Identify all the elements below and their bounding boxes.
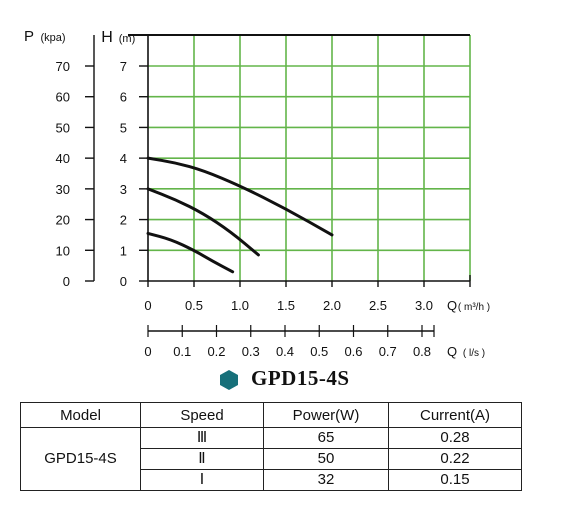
current-cell: 0.15 [388,469,522,491]
p-tick-label: 60 [56,90,70,105]
speed-curve [146,187,260,257]
chart-axes [85,34,471,337]
p-tick-label: 30 [56,182,70,197]
ls-tick-label: 0.8 [413,344,431,359]
current-cell: 0.28 [388,427,522,449]
h-tick-label: 3 [120,182,127,197]
h-axis-unit: (m) [119,33,136,45]
table-row: Ⅱ 50 0.22 [21,448,522,470]
p-tick-label: 50 [56,120,70,135]
hexagon-icon [220,370,238,390]
p-tick-label: 20 [56,213,70,228]
q-tick-label: 0.5 [185,298,203,313]
h-tick-label: 7 [120,59,127,74]
ls-axis-label: Q [447,344,457,359]
table-row: Ⅰ 32 0.15 [21,469,522,491]
q-tick-label: 2.5 [369,298,387,313]
model-title: GPD15-4S [251,366,350,390]
speed-cell: Ⅰ [140,469,264,491]
ls-tick-label: 0.2 [207,344,225,359]
ls-tick-label: 0.1 [173,344,191,359]
ls-tick-label: 0 [144,344,151,359]
ls-tick-label: 0.3 [242,344,260,359]
spec-table: Model Speed Power(W) Current(A) GPD15-4S… [20,402,522,491]
ls-tick-label: 0.5 [310,344,328,359]
header-speed: Speed [140,402,264,428]
header-current: Current(A) [388,402,522,428]
q-tick-label: 1.0 [231,298,249,313]
ls-tick-label: 0.7 [379,344,397,359]
q-tick-label: 0 [144,298,151,313]
h-tick-label: 2 [120,213,127,228]
speed-curve [146,231,235,274]
model-heading: GPD15-4S [0,362,568,394]
model-cell: GPD15-4S [20,427,141,491]
p-tick-label: 70 [56,59,70,74]
speed-cell: Ⅲ [140,427,264,449]
power-cell: 32 [263,469,389,491]
header-power: Power(W) [263,402,389,428]
chart-labels: 0 10 20 30 40 50 60 70 P (kpa) 0 1 2 3 4 5 6 7H (m) 0 0.5 1.0… [24,28,490,359]
pump-curve-chart: 0 10 20 30 40 50 60 70 P (kpa) 0 1 2 3 4 5 6 7H (m) 0 0.5 1.0… [24,28,490,359]
q-tick-label: 2.0 [323,298,341,313]
p-axis-unit: (kpa) [40,32,65,44]
speed-curve [146,156,334,237]
q-axis-label: Q [447,298,457,313]
table-header-row: Model Speed Power(W) Current(A) [20,402,522,428]
chart-grid [148,34,471,281]
power-cell: 65 [263,427,389,449]
power-cell: 50 [263,448,389,470]
h-tick-label: 0 [120,274,127,289]
h-tick-label: 6 [120,90,127,105]
ls-axis-unit: ( l/s ) [463,348,485,359]
current-cell: 0.22 [388,448,522,470]
q-axis-unit: ( m³/h ) [458,302,490,313]
p-tick-label: 40 [56,151,70,166]
q-tick-label: 1.5 [277,298,295,313]
h-axis-label: H [101,29,113,46]
table-row: GPD15-4S Ⅲ 65 0.28 [20,427,522,491]
p-tick-label: 10 [56,243,70,258]
ls-tick-label: 0.4 [276,344,294,359]
h-tick-label: 5 [120,120,127,135]
h-tick-label: 4 [120,151,127,166]
h-tick-label: 1 [120,243,127,258]
header-model: Model [20,402,141,428]
q-tick-label: 3.0 [415,298,433,313]
p-axis-label: P [24,28,34,45]
chart-curves [146,156,334,274]
ls-tick-label: 0.6 [344,344,362,359]
speed-cell: Ⅱ [140,448,264,470]
p-tick-label: 0 [63,274,70,289]
